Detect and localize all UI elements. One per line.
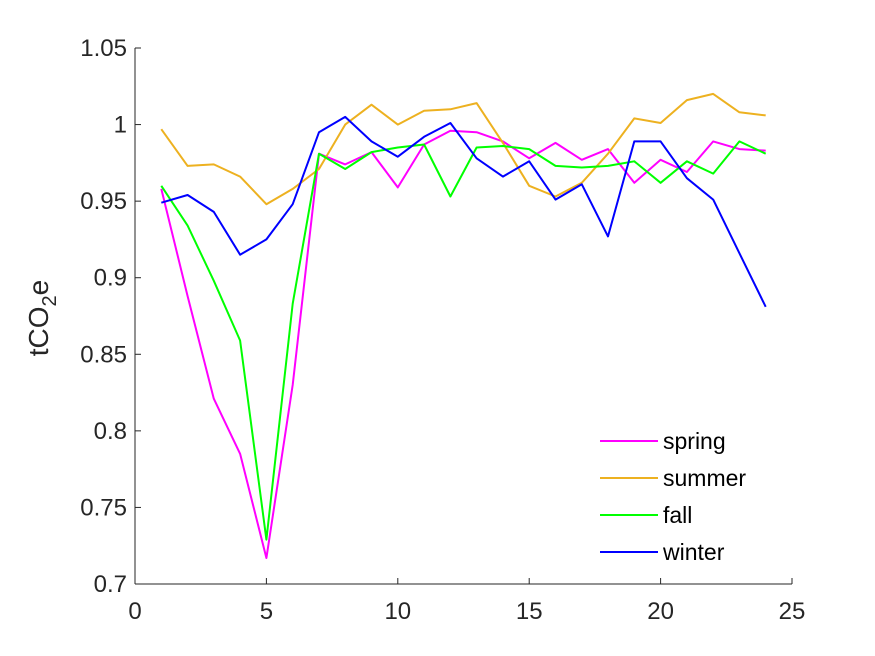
x-tick-label: 0 [128, 598, 141, 625]
y-tick-label: 1.05 [80, 35, 127, 62]
legend: spring summer fall winter [600, 428, 746, 565]
legend-label-spring: spring [663, 428, 726, 454]
x-tick-label: 5 [260, 598, 273, 625]
x-tick-label: 20 [647, 598, 674, 625]
series-line-spring [160, 129, 766, 559]
y-tick-label: 1 [114, 112, 127, 139]
y-tick-label: 0.7 [94, 571, 127, 598]
x-tick-label: 15 [516, 598, 543, 625]
legend-label-winter: winter [662, 539, 725, 565]
y-axis-label-suffix: e [23, 280, 54, 296]
y-axis-label-subscript: 2 [39, 295, 61, 306]
plot-lines [160, 92, 767, 559]
y-tick-label: 0.9 [94, 265, 127, 292]
y-tick-label: 0.75 [80, 494, 127, 521]
x-ticks: 0 5 10 15 20 25 [128, 578, 805, 625]
y-axis-label: tCO2e [23, 280, 61, 356]
legend-label-fall: fall [663, 502, 692, 528]
series-line-winter [161, 115, 767, 308]
x-tick-label: 25 [779, 598, 806, 625]
y-tick-label: 0.95 [80, 188, 127, 215]
axes: 0 5 10 15 20 25 0.7 0.75 0.8 0.85 0.9 0.95 1 1.05 [80, 35, 805, 625]
y-ticks: 0.7 0.75 0.8 0.85 0.9 0.95 1 1.05 [80, 35, 141, 598]
x-tick-label: 10 [384, 598, 411, 625]
y-tick-label: 0.8 [94, 418, 127, 445]
series-line-summer [160, 92, 766, 206]
y-axis-label-main: tCO [23, 306, 54, 356]
legend-label-summer: summer [663, 465, 746, 491]
series-line-fall [160, 140, 767, 541]
y-tick-label: 0.85 [80, 341, 127, 368]
